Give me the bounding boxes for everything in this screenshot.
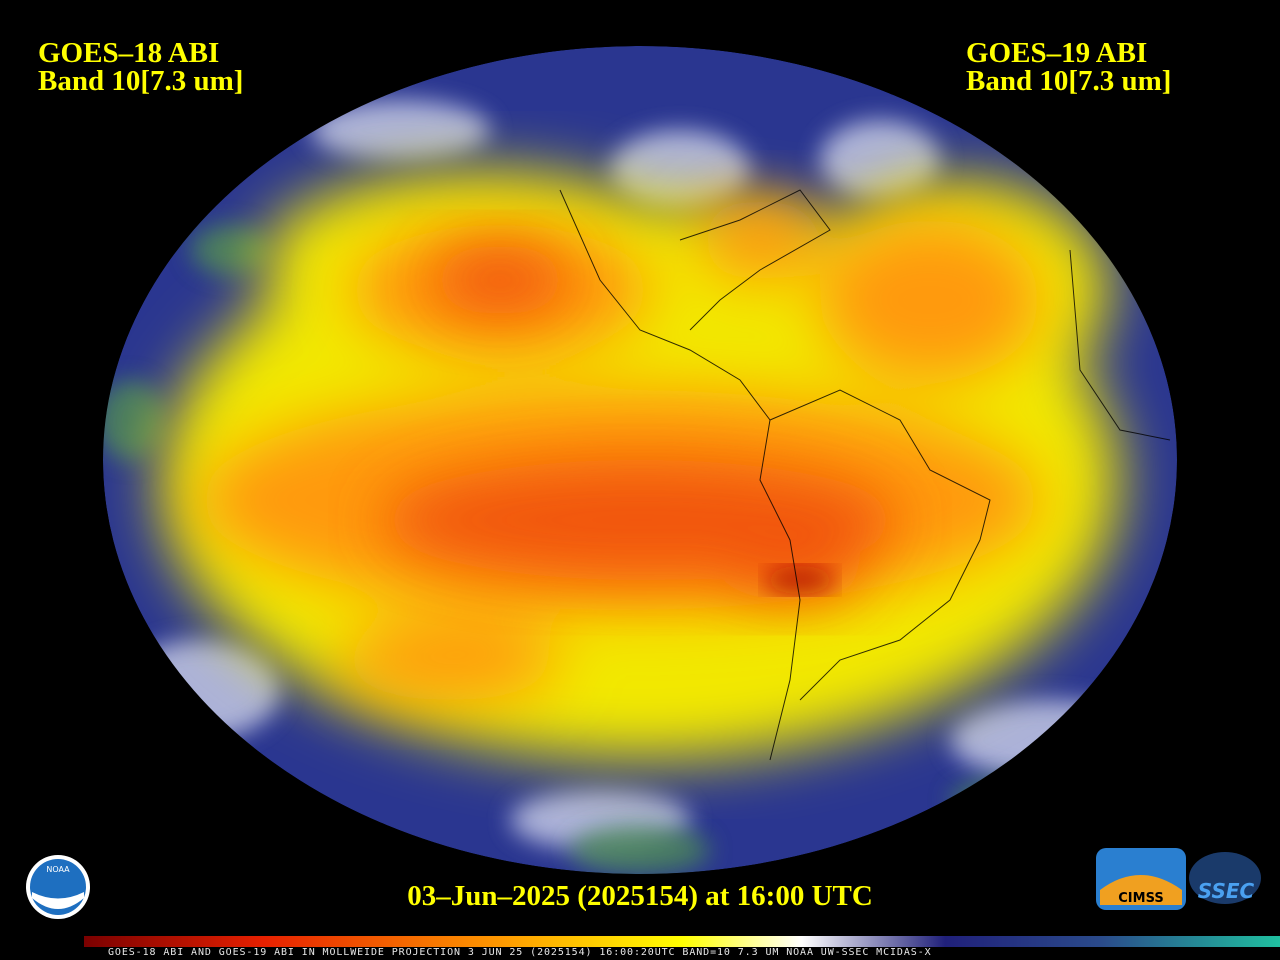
cimss-logo: CIMSS xyxy=(1096,848,1186,910)
noaa-label: NOAA xyxy=(46,865,70,874)
noaa-logo: NOAA xyxy=(26,855,90,919)
left-satellite-title: GOES–18 ABI xyxy=(38,37,219,69)
right-satellite-title: GOES–19 ABI xyxy=(966,37,1147,69)
right-band-title: Band 10[7.3 um] xyxy=(966,65,1171,97)
earth-disk xyxy=(103,46,1177,874)
color-bar xyxy=(84,936,1280,947)
cimss-label: CIMSS xyxy=(1118,891,1163,906)
footer-caption: GOES-18 ABI AND GOES-19 ABI IN MOLLWEIDE… xyxy=(108,947,932,958)
ssec-label: SSEC xyxy=(1198,879,1255,903)
left-band-title: Band 10[7.3 um] xyxy=(38,65,243,97)
timestamp: 03–Jun–2025 (2025154) at 16:00 UTC xyxy=(407,880,873,912)
ssec-logo: SSEC xyxy=(1189,852,1261,904)
coastlines xyxy=(559,189,1171,761)
